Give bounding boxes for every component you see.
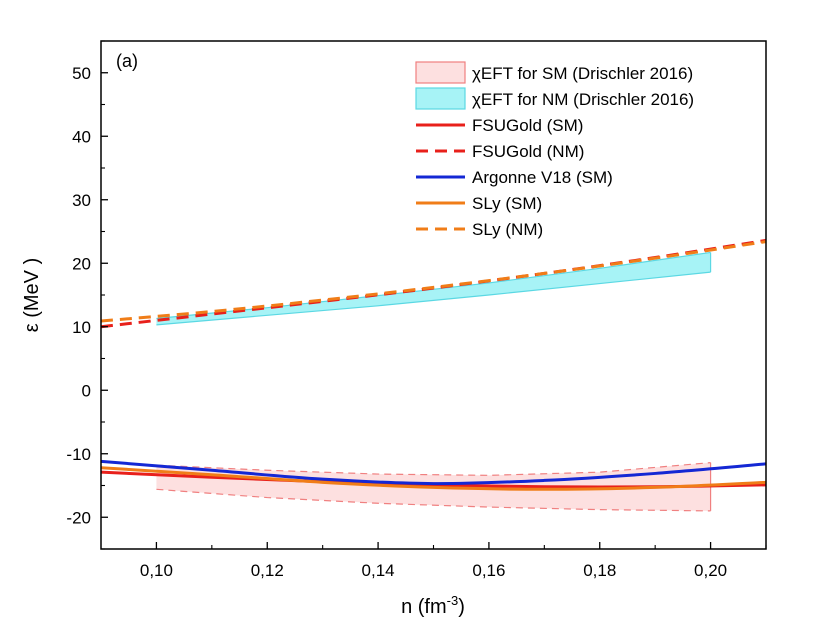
series-layer [101,238,766,491]
band-upper-edge-eft-for-sm-drischler-2016 [156,462,711,476]
series-line-sly-sm [101,466,766,491]
series-line-argonne-v18-sm [101,459,766,486]
x-tick-label: 0,12 [251,561,284,580]
legend-label-sly-nm: SLy (NM) [472,220,543,239]
legend-swatch-eft-for-sm-drischler-2016 [415,61,466,84]
y-tick-label: -20 [66,508,91,527]
x-tick-label: 0,20 [694,561,727,580]
y-tick-label: 20 [72,254,91,273]
x-axis-title-superscript: -3 [447,593,459,608]
y-tick-label: -10 [66,445,91,464]
panel-label: (a) [116,51,138,71]
legend-swatch-eft-for-nm-drischler-2016 [415,87,466,110]
series-line-sly-nm [101,240,766,323]
ticks-layer: 0,10 0,12 0,14 0,16 0,18 0,20 -20 -10 0 10 20 30 40 5… [66,40,767,580]
legend-label-argonne-v18-sm: Argonne V18 (SM) [472,168,613,187]
y-tick-label: 40 [72,127,91,146]
y-tick-label: 0 [82,381,91,400]
x-tick-label: 0,18 [583,561,616,580]
band-lower-edge-eft-for-sm-drischler-2016 [156,488,711,512]
legend: χEFT for SM (Drischler 2016) χEFT for NM … [415,61,694,239]
band-eft-for-nm-drischler-2016 [156,252,711,325]
x-tick-label: 0,16 [472,561,505,580]
legend-label-eft-for-sm-drischler-2016: χEFT for SM (Drischler 2016) [472,64,693,83]
band-lower-edge-eft-for-nm-drischler-2016 [156,271,711,326]
y-tick-label: 50 [72,64,91,83]
x-tick-label: 0,14 [362,561,395,580]
x-axis-title-main: n (fm [401,596,447,618]
y-tick-label: 30 [72,191,91,210]
x-axis-title: n (fm-3) [401,593,465,618]
legend-label-fsugold-sm: FSUGold (SM) [472,116,583,135]
legend-label-fsugold-nm: FSUGold (NM) [472,142,584,161]
x-axis-title-end: ) [458,596,465,618]
legend-label-sly-sm: SLy (SM) [472,194,542,213]
y-axis-title: ε (MeV ) [21,258,43,332]
legend-label-eft-for-nm-drischler-2016: χEFT for NM (Drischler 2016) [472,90,694,109]
x-tick-label: 0,10 [140,561,173,580]
y-tick-label: 10 [72,318,91,337]
